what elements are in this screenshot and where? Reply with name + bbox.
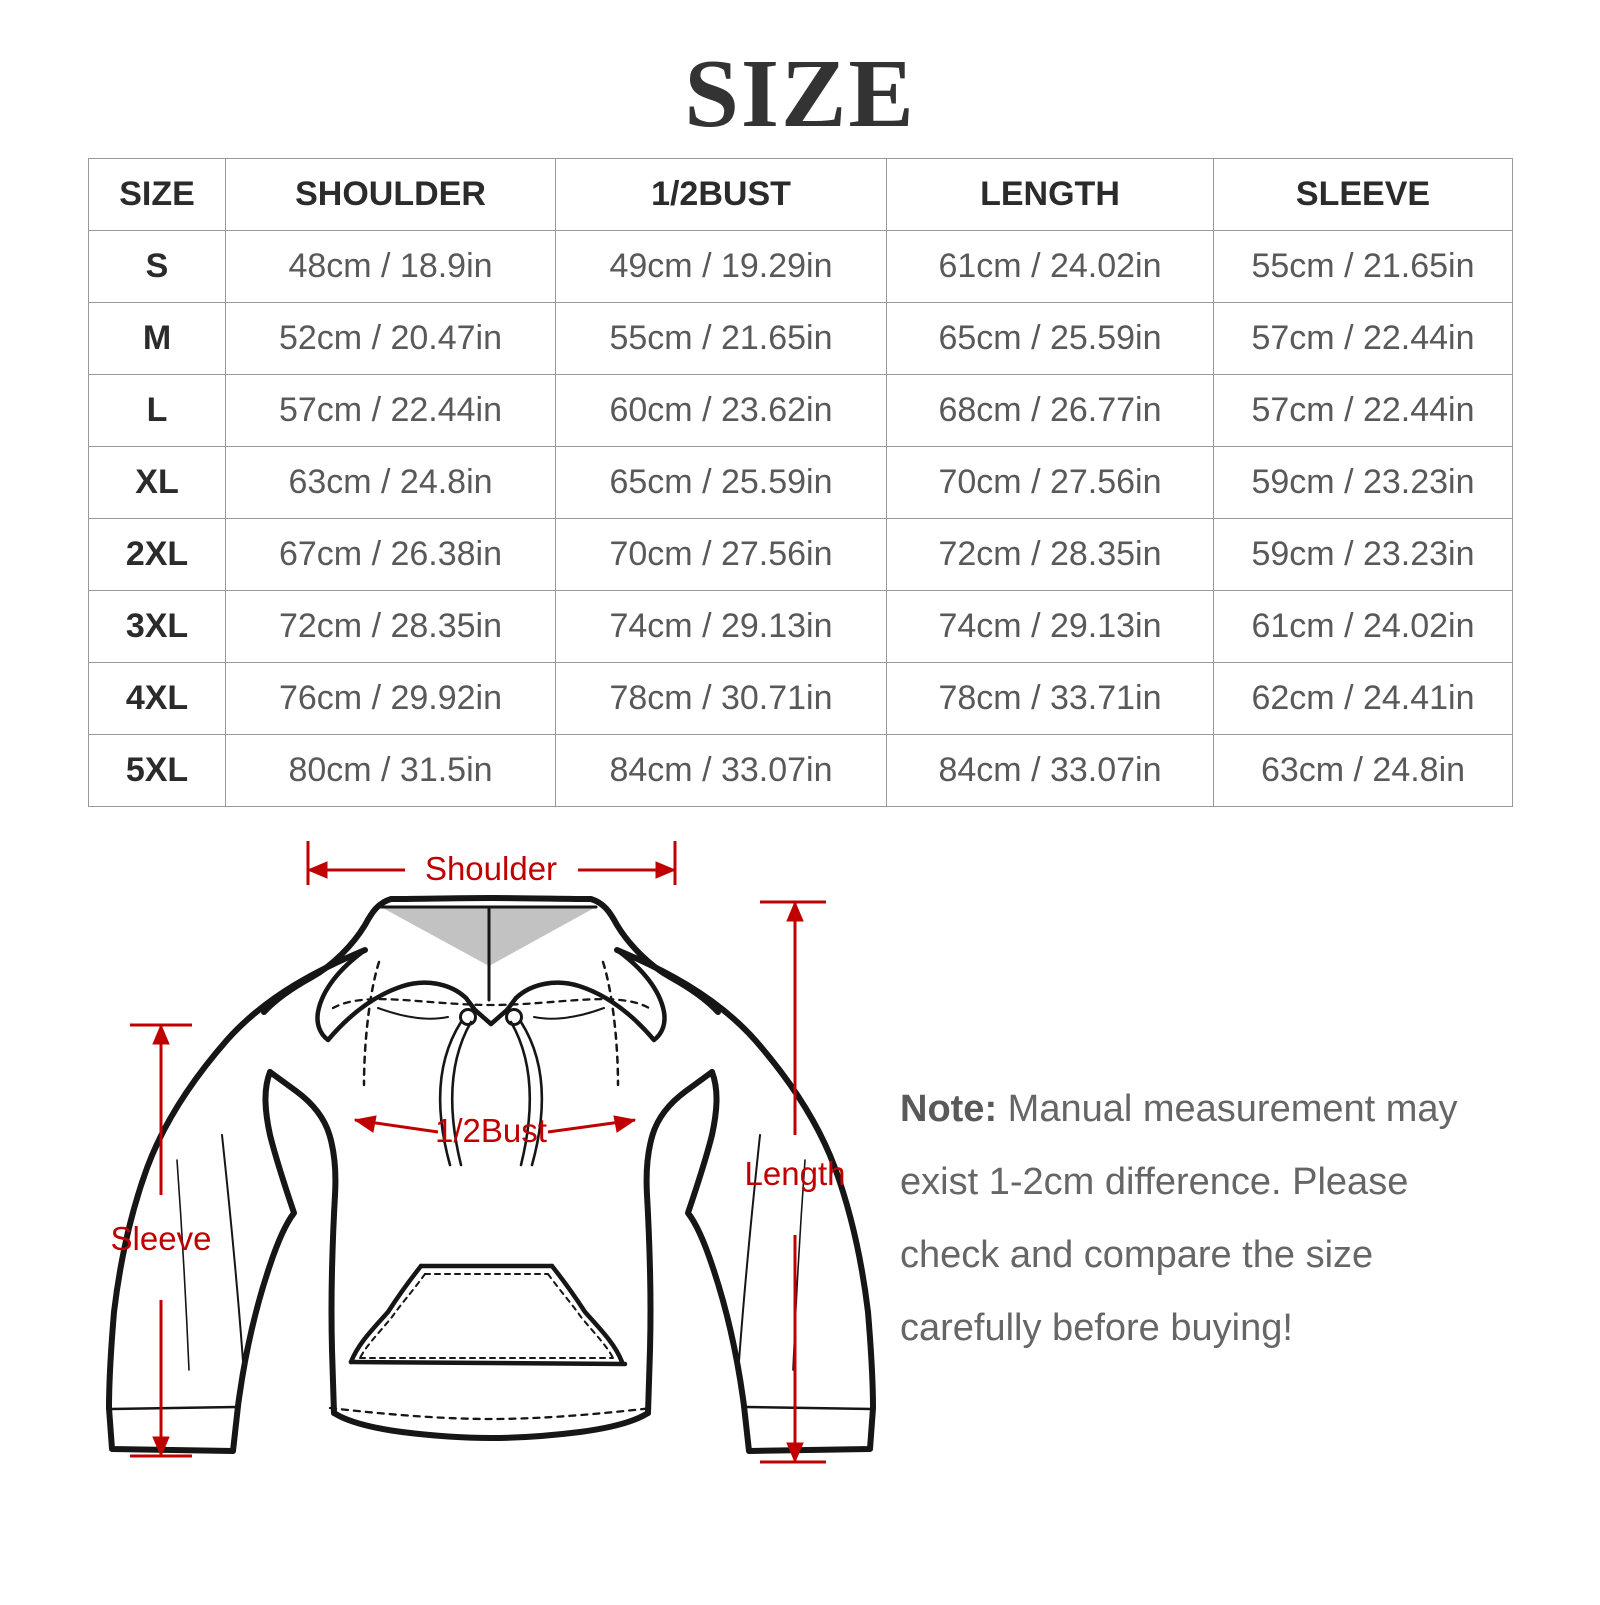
svg-text:Shoulder: Shoulder — [425, 850, 557, 887]
svg-text:Length: Length — [745, 1155, 846, 1192]
svg-text:1/2Bust: 1/2Bust — [435, 1112, 547, 1149]
svg-text:Sleeve: Sleeve — [111, 1220, 212, 1257]
